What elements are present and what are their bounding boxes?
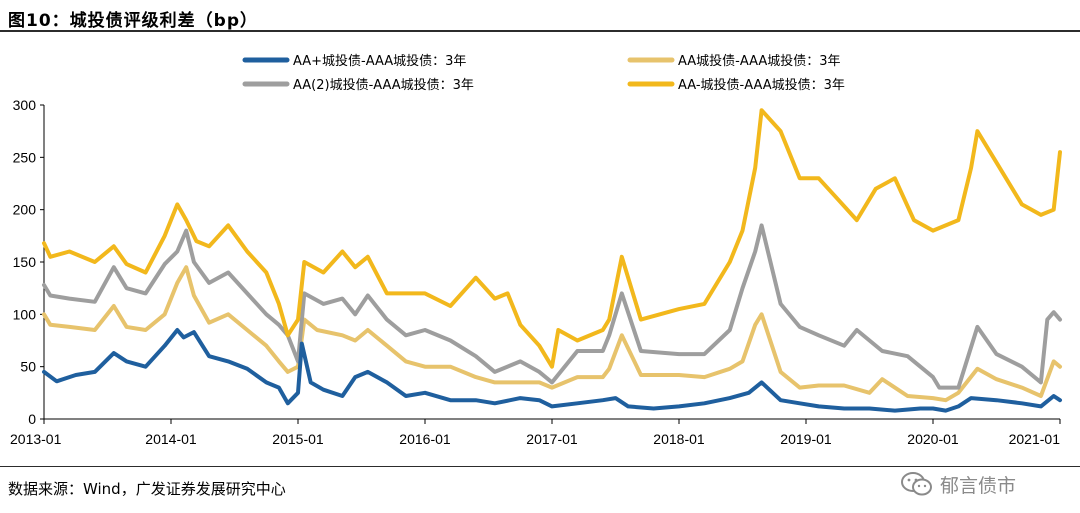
x-tick-label: 2014-01 (145, 431, 197, 447)
x-tick-label: 2016-01 (399, 431, 451, 447)
y-tick-label: 100 (13, 306, 37, 322)
chart-series (42, 108, 1062, 413)
watermark: 郁言债市 (900, 470, 1016, 498)
x-tick-label: 2018-01 (653, 431, 705, 447)
legend-label: AA城投债-AAA城投债：3年 (678, 53, 841, 69)
wechat-icon (901, 472, 932, 496)
y-tick-label: 0 (28, 411, 36, 427)
spread-line-chart: AA+城投债-AAA城投债：3年 AA城投债-AAA城投债：3年 AA(2)城投债-… (10, 53, 1062, 447)
legend-label: AA-城投债-AAA城投债：3年 (678, 77, 845, 93)
y-tick-label: 300 (13, 97, 37, 113)
watermark-text: 郁言债市 (940, 474, 1017, 497)
x-tick-label: 2017-01 (526, 431, 578, 447)
chart-axes: 0 50 100 150 200 250 300 2013-01 2014-01 2015-01 2… (10, 97, 1061, 447)
chart-legend: AA+城投债-AAA城投债：3年 AA城投债-AAA城投债：3年 AA(2)城投债-… (242, 53, 845, 93)
y-tick-label: 250 (13, 149, 37, 165)
series-line-1 (42, 265, 1062, 403)
data-source-note: 数据来源：Wind，广发证券发展研究中心 (8, 480, 286, 498)
x-tick-label: 2021-01 (1009, 431, 1061, 447)
title-divider (0, 30, 1080, 32)
legend-label: AA(2)城投债-AAA城投债：3年 (293, 77, 474, 93)
legend-label: AA+城投债-AAA城投债：3年 (293, 53, 466, 69)
y-tick-label: 50 (20, 359, 36, 375)
series-line-0 (42, 328, 1062, 413)
y-tick-label: 150 (13, 254, 37, 270)
page-title: 图10：城投债评级利差（bp） (8, 11, 258, 31)
x-tick-label: 2013-01 (10, 431, 62, 447)
x-tick-label: 2020-01 (907, 431, 959, 447)
x-tick-label: 2015-01 (272, 431, 324, 447)
series-line-2 (42, 223, 1062, 390)
y-tick-label: 200 (13, 202, 37, 218)
series-line-3 (42, 108, 1062, 369)
footer-divider (0, 466, 1080, 467)
x-tick-label: 2019-01 (780, 431, 832, 447)
